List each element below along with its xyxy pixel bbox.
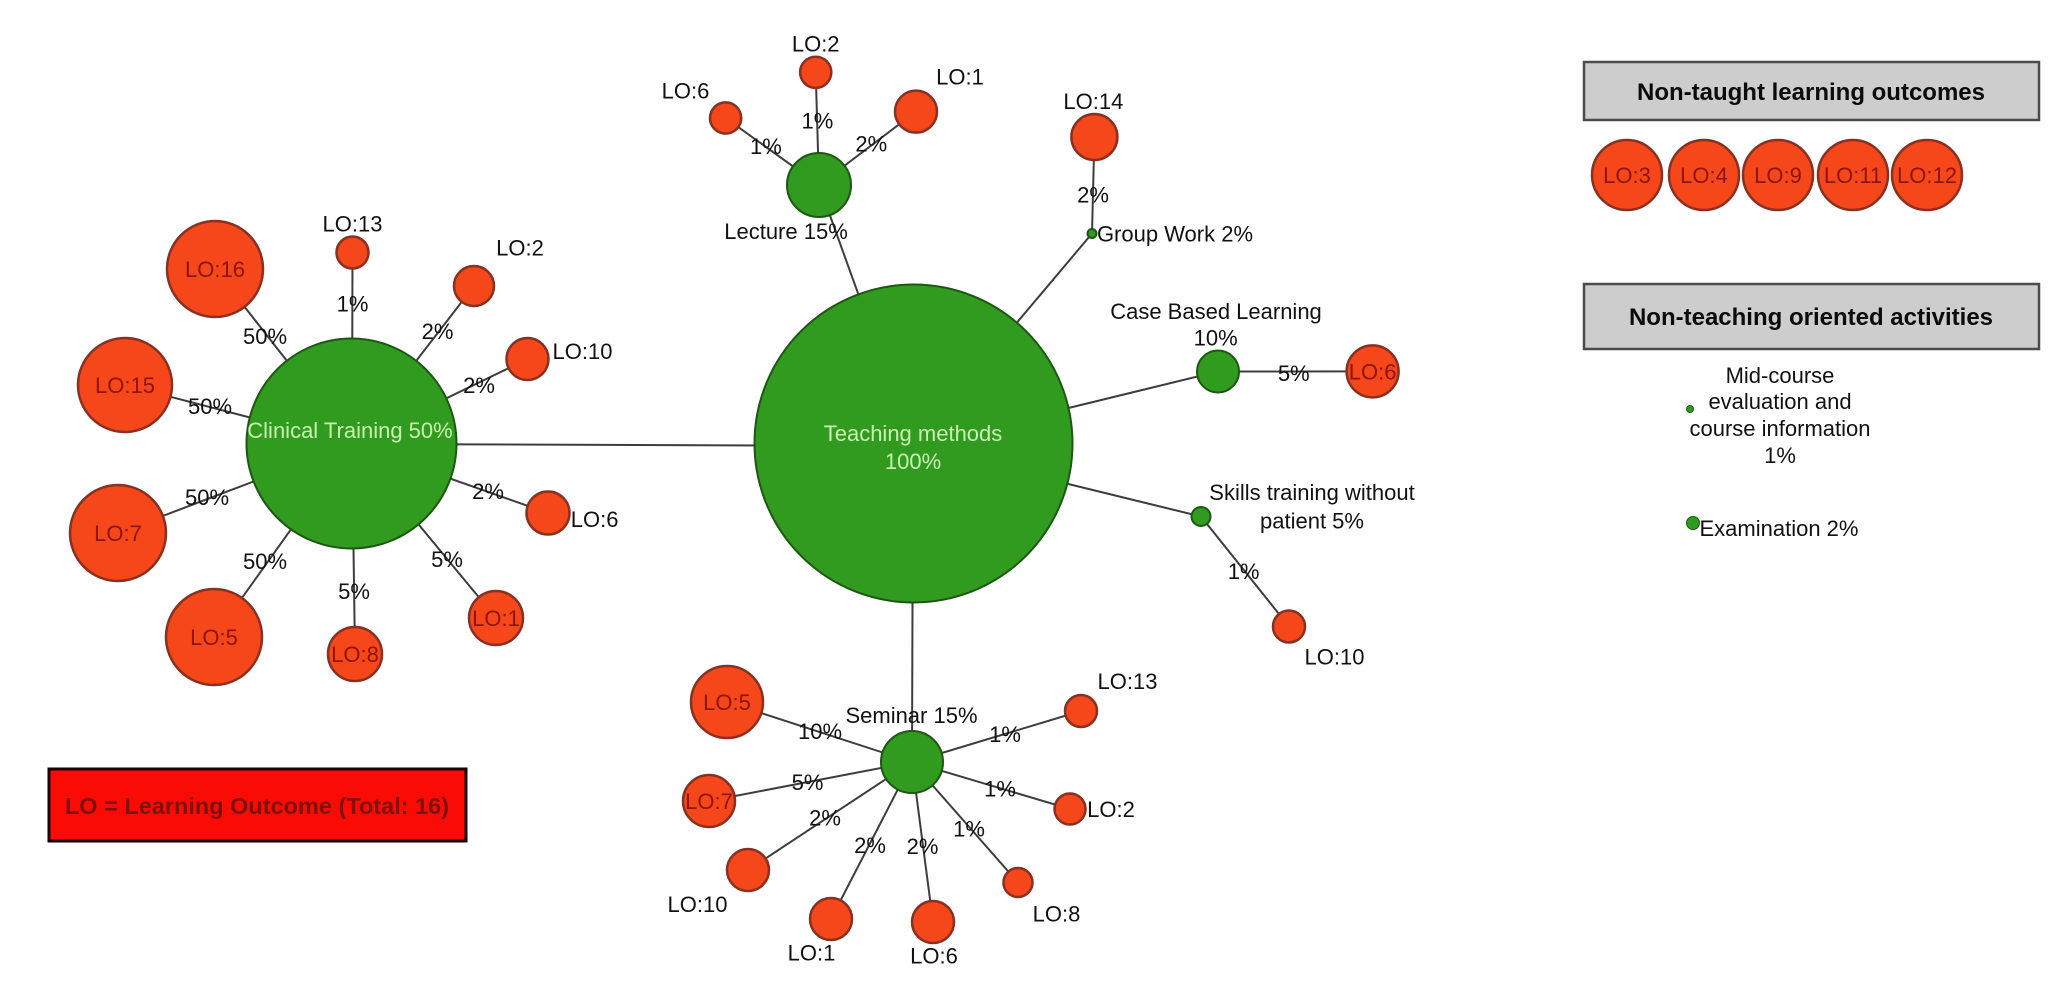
svg-text:Examination 2%: Examination 2% (1700, 516, 1859, 541)
svg-text:1%: 1% (953, 817, 985, 842)
svg-text:LO:7: LO:7 (94, 521, 142, 546)
svg-text:LO:15: LO:15 (95, 373, 155, 398)
svg-text:Non-teaching oriented activiti: Non-teaching oriented activities (1629, 304, 1993, 331)
svg-text:LO:10: LO:10 (668, 892, 728, 917)
svg-text:2%: 2% (809, 806, 841, 831)
svg-text:Lecture 15%: Lecture 15% (724, 219, 848, 244)
svg-text:LO:6: LO:6 (910, 944, 958, 969)
svg-text:1%: 1% (1764, 443, 1796, 468)
svg-text:LO:8: LO:8 (1033, 902, 1081, 927)
svg-text:10%: 10% (798, 719, 842, 744)
svg-text:LO:5: LO:5 (190, 625, 238, 650)
svg-text:evaluation and: evaluation and (1708, 389, 1851, 414)
svg-text:patient 5%: patient 5% (1260, 509, 1364, 534)
svg-text:1%: 1% (337, 292, 369, 317)
svg-text:LO:7: LO:7 (685, 789, 733, 814)
svg-text:Clinical Training 50%: Clinical Training 50% (247, 418, 452, 443)
svg-text:5%: 5% (1278, 361, 1310, 386)
svg-text:LO:5: LO:5 (703, 690, 751, 715)
svg-text:LO:6: LO:6 (662, 79, 710, 104)
svg-text:LO:2: LO:2 (792, 31, 840, 56)
svg-text:LO:2: LO:2 (496, 236, 544, 261)
svg-text:2%: 2% (422, 319, 454, 344)
svg-text:LO:6: LO:6 (1349, 359, 1397, 384)
svg-text:LO:4: LO:4 (1680, 163, 1728, 188)
svg-text:2%: 2% (1077, 183, 1109, 208)
svg-text:LO:9: LO:9 (1754, 163, 1802, 188)
svg-text:LO:8: LO:8 (331, 642, 379, 667)
svg-text:2%: 2% (907, 834, 939, 859)
svg-text:LO:10: LO:10 (553, 339, 613, 364)
svg-text:Teaching methods: Teaching methods (824, 421, 1003, 446)
svg-text:Skills training without: Skills training without (1209, 480, 1414, 505)
svg-text:LO = Learning Outcome (Total:: LO = Learning Outcome (Total: 16) (65, 793, 449, 819)
svg-text:50%: 50% (243, 549, 287, 574)
svg-text:1%: 1% (802, 109, 834, 134)
svg-text:5%: 5% (338, 579, 370, 604)
svg-text:1%: 1% (989, 722, 1021, 747)
svg-text:5%: 5% (792, 770, 824, 795)
svg-text:1%: 1% (984, 777, 1016, 802)
svg-text:50%: 50% (243, 324, 287, 349)
svg-text:Case Based Learning: Case Based Learning (1110, 299, 1322, 324)
svg-text:Group Work 2%: Group Work 2% (1097, 222, 1253, 247)
svg-text:Non-taught learning outcomes: Non-taught learning outcomes (1637, 79, 1985, 106)
svg-text:2%: 2% (855, 131, 887, 156)
svg-text:100%: 100% (885, 449, 941, 474)
svg-text:5%: 5% (431, 547, 463, 572)
svg-text:LO:12: LO:12 (1897, 163, 1957, 188)
svg-text:LO:11: LO:11 (1824, 163, 1882, 188)
svg-text:LO:16: LO:16 (185, 257, 245, 282)
svg-text:2%: 2% (463, 373, 495, 398)
svg-text:LO:1: LO:1 (788, 941, 836, 966)
svg-text:Seminar 15%: Seminar 15% (845, 703, 977, 728)
svg-text:LO:2: LO:2 (1087, 797, 1135, 822)
svg-text:2%: 2% (472, 479, 504, 504)
svg-text:Mid-course: Mid-course (1726, 363, 1835, 388)
svg-text:2%: 2% (854, 833, 886, 858)
svg-text:LO:14: LO:14 (1063, 89, 1123, 114)
svg-text:LO:10: LO:10 (1305, 644, 1365, 669)
svg-text:50%: 50% (185, 485, 229, 510)
svg-text:LO:1: LO:1 (936, 64, 984, 89)
svg-text:1%: 1% (750, 134, 782, 159)
svg-text:10%: 10% (1194, 326, 1238, 351)
svg-text:LO:3: LO:3 (1603, 163, 1651, 188)
svg-text:LO:13: LO:13 (1098, 669, 1158, 694)
svg-text:LO:13: LO:13 (323, 212, 383, 237)
svg-text:50%: 50% (188, 394, 232, 419)
svg-text:course information: course information (1690, 416, 1871, 441)
svg-text:LO:1: LO:1 (472, 606, 520, 631)
svg-text:LO:6: LO:6 (571, 507, 619, 532)
svg-text:1%: 1% (1228, 559, 1260, 584)
